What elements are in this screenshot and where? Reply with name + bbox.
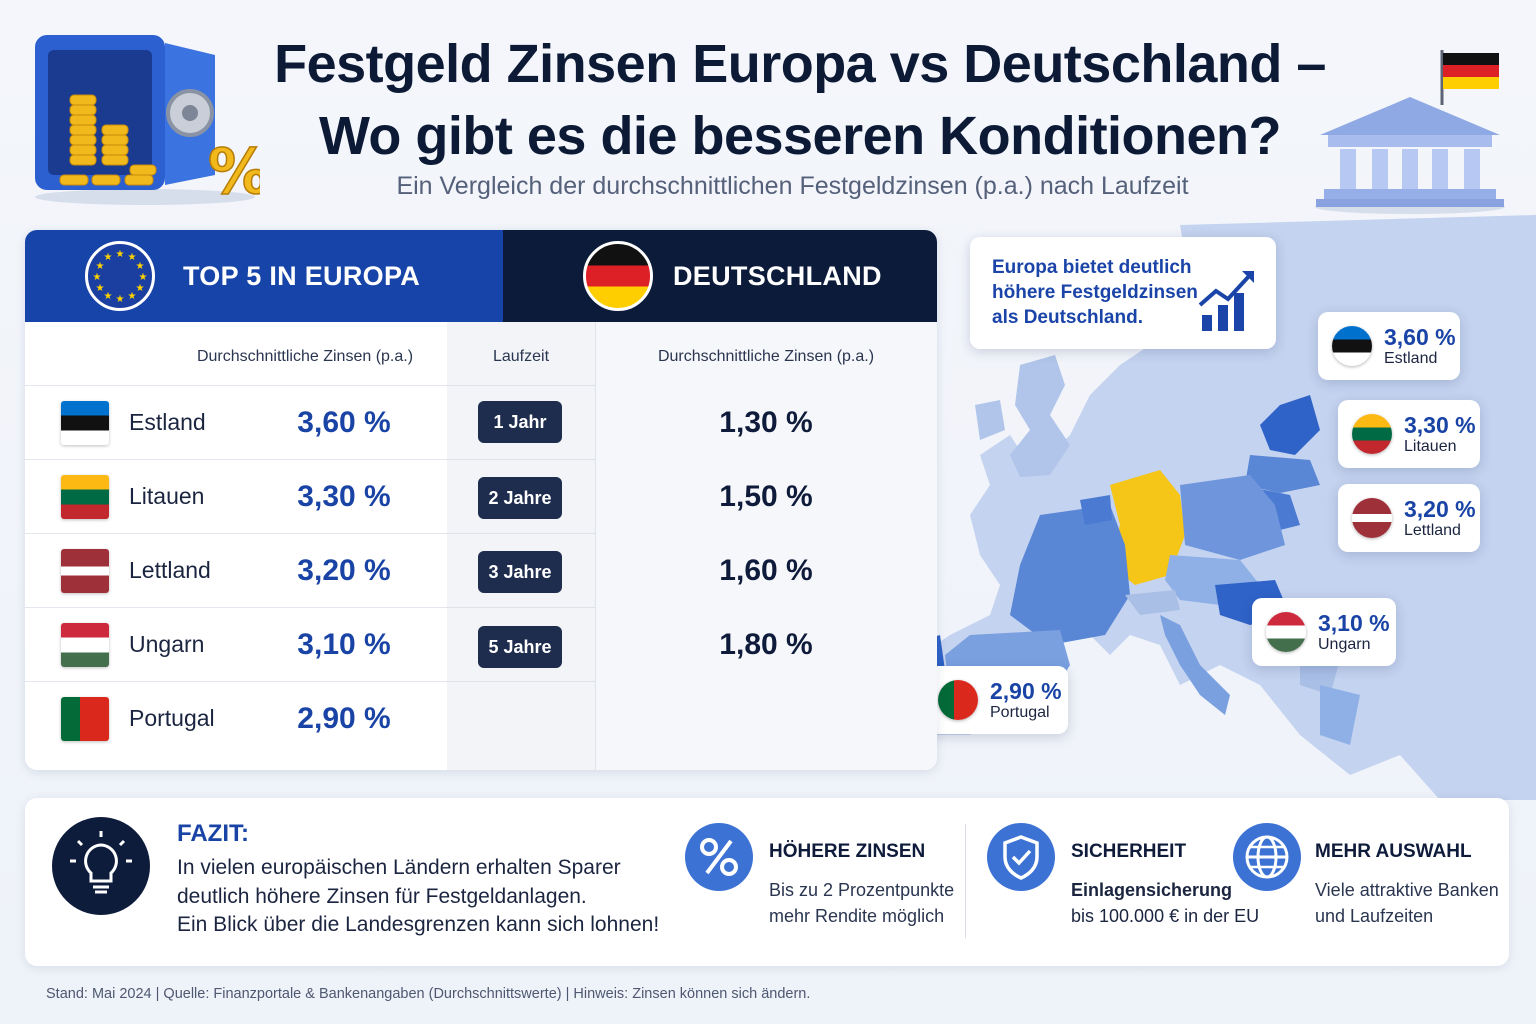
fazit-line: In vielen europäischen Ländern erhalten … [177,856,621,879]
row-divider [447,459,595,460]
percent-icon [685,823,753,891]
de-rate: 1,60 % [719,554,813,587]
feature-line: bis 100.000 € in der EU [1071,906,1260,926]
table-row: Ungarn 3,10 % [25,607,447,681]
feature-line: Viele attraktive Banken [1315,880,1499,900]
term-column [447,322,595,770]
de-rate: 1,30 % [719,406,813,439]
title-line-2: Wo gibt es die besseren Konditionen? [318,106,1282,166]
page-subtitle: Ein Vergleich der durchschnittlichen Fes… [396,172,1189,200]
feature-divider [965,824,966,938]
fazit-text: In vielen europäischen Ländern erhalten … [177,854,697,940]
feature-heading: SICHERHEIT [1071,841,1187,862]
title-line-1: Festgeld Zinsen Europa vs Deutschland – [274,34,1326,94]
footer-note: Stand: Mai 2024 | Quelle: Finanzportale … [46,986,811,1002]
germany-header-label: DEUTSCHLAND [673,260,882,291]
eu-rate-column-header: Durchschnittliche Zinsen (p.a.) [196,348,414,365]
map-pin-portugal: 2,90 % Portugal [924,666,1068,734]
lightbulb-icon [52,817,150,915]
summary-panel: FAZIT: In vielen europäischen Ländern er… [25,798,1509,966]
hungary-flag-icon [61,622,109,667]
row-divider [447,533,595,534]
country-name: Estland [129,409,206,435]
term-badge: 5 Jahre [478,626,562,668]
germany-column [595,322,937,770]
country-name: Portugal [129,705,215,731]
term-column-header: Laufzeit [492,348,550,365]
feature-line: Einlagensicherung [1071,880,1233,900]
de-rate-column-header: Durchschnittliche Zinsen (p.a.) [657,348,875,365]
fazit-heading: FAZIT: [177,820,249,847]
feature-text: Bis zu 2 Prozentpunkte mehr Rendite mögl… [769,877,954,929]
map-pin-lettland: 3,20 % Lettland [1338,484,1480,552]
table-row: Litauen 3,30 % [25,459,447,533]
portugal-flag-icon [938,680,978,720]
feature-line: Bis zu 2 Prozentpunkte [769,880,955,900]
germany-flag-icon [583,241,653,311]
pin-name: Lettland [1404,522,1461,539]
lithuania-flag-icon [1352,414,1392,454]
country-name: Ungarn [129,631,205,657]
pin-name: Estland [1384,350,1438,367]
eu-flag-icon: ★ ★ ★ ★ ★ ★ ★ ★ ★ ★ ★ ★ [85,241,155,311]
pin-rate: 3,20 % [1404,496,1476,522]
svg-text:%: % [208,135,260,205]
map-pin-estland: 3,60 % Estland [1318,312,1460,380]
bank-building-icon [1315,50,1505,214]
pin-rate: 2,90 % [990,678,1062,704]
feature-text: Einlagensicherung bis 100.000 € in der E… [1071,877,1259,929]
pin-name: Portugal [990,704,1050,721]
pin-name: Ungarn [1318,636,1371,653]
de-rate: 1,80 % [719,628,813,661]
feature-line: mehr Rendite möglich [769,906,945,926]
feature-heading: HÖHERE ZINSEN [769,841,926,862]
term-badge: 2 Jahre [478,477,562,519]
pin-name: Litauen [1404,438,1457,455]
pin-rate: 3,30 % [1404,412,1476,438]
pin-rate: 3,10 % [1318,610,1390,636]
latvia-flag-icon [1352,498,1392,538]
eu-rate: 3,60 % [297,405,391,439]
eu-rate: 3,10 % [297,627,391,661]
growth-chart-icon [1198,271,1254,331]
country-name: Lettland [129,557,211,583]
term-badge: 3 Jahre [478,551,562,593]
eu-rate: 3,20 % [297,553,391,587]
germany-header: DEUTSCHLAND [503,230,937,322]
fazit-line: Ein Blick über die Landesgrenzen kann si… [177,913,660,936]
safe-coins-icon: % [35,35,260,205]
de-rate: 1,50 % [719,480,813,513]
row-divider [447,385,595,386]
map-pin-ungarn: 3,10 % Ungarn [1252,598,1396,666]
estonia-flag-icon [1332,326,1372,366]
hungary-flag-icon [1266,612,1306,652]
comparison-table: ★ ★ ★ ★ ★ ★ ★ ★ ★ ★ ★ ★ TOP 5 IN EUROPA DEUTSC… [25,230,937,770]
feature-heading: MEHR AUSWAHL [1315,841,1472,862]
feature-text: Viele attraktive Banken und Laufzeiten [1315,877,1499,929]
term-badge: 1 Jahr [478,401,562,443]
table-row: Lettland 3,20 % [25,533,447,607]
map-pin-litauen: 3,30 % Litauen [1338,400,1480,468]
country-name: Litauen [129,483,205,509]
table-row: Portugal 2,90 % [25,681,447,755]
shield-check-icon [987,823,1055,891]
eu-rate: 3,30 % [297,479,391,513]
pin-rate: 3,60 % [1384,324,1456,350]
callout-text: Europa bietet deutlich höhere Festgeldzi… [992,257,1198,328]
page-title: Festgeld Zinsen Europa vs Deutschland – … [250,28,1350,172]
map-callout: Europa bietet deutlich höhere Festgeldzi… [970,237,1276,349]
eu-rate: 2,90 % [297,701,391,735]
europe-header-label: TOP 5 IN EUROPA [183,260,421,291]
row-divider [447,607,595,608]
europe-header: ★ ★ ★ ★ ★ ★ ★ ★ ★ ★ ★ ★ TOP 5 IN EUROPA [25,230,503,322]
latvia-flag-icon [61,548,109,593]
globe-icon [1233,823,1301,891]
row-divider [447,681,595,682]
table-row: Estland 3,60 % [25,385,447,459]
portugal-flag-icon [61,696,109,741]
feature-line: und Laufzeiten [1315,906,1434,926]
estonia-flag-icon [61,400,109,445]
fazit-line: deutlich höhere Zinsen für Festgeldanlag… [177,884,587,908]
lithuania-flag-icon [61,474,109,519]
